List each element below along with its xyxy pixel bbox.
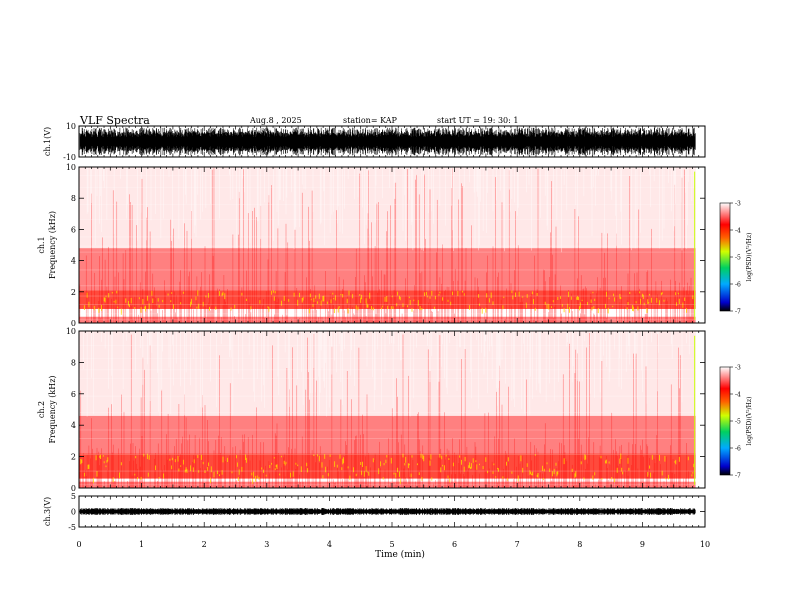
ch2-spectrogram-panel: 0 2 4 6 8 10 ch.2 Frequency (kHz) (37, 327, 706, 493)
ch3-waveform-ytick--5: -5 (68, 523, 76, 532)
ch2-colorbar: -3 -4 -5 -6 -7 log(PSD)(V²/Hz) (719, 365, 753, 480)
ch2-spectrogram-cbtick--6: -6 (735, 446, 741, 453)
ch2-spectrogram-ytick-8: 8 (71, 358, 76, 367)
x-tick-10: 10 (700, 540, 710, 549)
ch1-spectrogram-cbtick--7: -7 (735, 309, 741, 316)
ch1-waveform-ylabel: ch.1(V) (43, 127, 52, 156)
ch1-spectrogram-cbtick--6: -6 (735, 282, 741, 289)
x-tick-8: 8 (577, 540, 582, 549)
ch2-spectrogram-ytick-10: 10 (66, 327, 76, 336)
ch2-spectrogram-band-3 (79, 331, 696, 416)
ch2-spectrogram-ytick-2: 2 (71, 453, 76, 462)
x-tick-2: 2 (202, 540, 207, 549)
chart-station: station= KAP (343, 116, 398, 125)
ch1-spectrogram-ytick-6: 6 (71, 225, 76, 234)
x-axis-label: Time (min) (375, 549, 425, 560)
ch1-spectrogram-ytick-2: 2 (71, 288, 76, 297)
ch3-waveform-ytick-0: 0 (71, 508, 76, 517)
ch1-spectrogram-cbtick--4: -4 (735, 228, 741, 235)
ch2-spectrogram-cbtick--7: -7 (735, 473, 741, 480)
ch2-spectrogram-ytick-0: 0 (71, 484, 76, 493)
ch2-spectrogram-ytick-6: 6 (71, 390, 76, 399)
x-tick-7: 7 (515, 540, 520, 549)
ch1-waveform-ytick--10: -10 (63, 153, 76, 162)
ch2-spectrogram-ytick-4: 4 (71, 421, 76, 430)
ch3-waveform-ytick-5: 5 (71, 492, 76, 501)
ch1-spectrogram-ylabel-channel: ch.1 (37, 236, 46, 253)
ch1-spectrogram-band-2 (79, 248, 696, 291)
ch2-spectrogram-streaks (79, 333, 694, 488)
ch2-spectrogram-colorbar-scale (719, 366, 731, 476)
chart-start-time: start UT = 19: 30: 1 (437, 116, 518, 125)
x-tick-1: 1 (139, 540, 144, 549)
ch1-waveform-trace (79, 127, 696, 156)
time-axis: 0 1 2 3 4 5 6 7 8 9 10 (76, 540, 710, 549)
ch2-spectrogram-cbtick--5: -5 (735, 419, 741, 426)
ch1-spectrogram-ylabel-frequency: Frequency (kHz) (48, 211, 57, 279)
ch1-spectrogram-cbtick--5: -5 (735, 255, 741, 262)
x-tick-0: 0 (76, 540, 81, 549)
ch1-spectrogram-ytick-4: 4 (71, 257, 76, 266)
ch1-spectrogram-colorbar-scale (719, 202, 731, 312)
ch1-spectrogram-cbtick--3: -3 (735, 201, 741, 208)
ch1-spectrogram-ytick-0: 0 (71, 319, 76, 328)
ch1-waveform-panel: 10 -10 ch.1(V) (43, 122, 706, 162)
ch3-waveform-trace (79, 508, 696, 515)
ch2-spectrogram-light-streaks (83, 331, 695, 417)
ch2-spectrogram-ylabel-channel: ch.2 (37, 401, 46, 418)
x-tick-4: 4 (327, 540, 332, 549)
chart-date: Aug.8 , 2025 (249, 116, 302, 125)
x-tick-5: 5 (389, 540, 394, 549)
ch1-spectrogram-streaks (79, 167, 694, 323)
ch2-spectrogram-band-2 (79, 415, 696, 454)
ch2-spectrogram-ylabel-frequency: Frequency (kHz) (48, 375, 57, 443)
ch1-spectrogram-panel: 0 2 4 6 8 10 ch.1 Frequency (kHz) (37, 163, 706, 328)
ch2-spectrogram-colorbar-label: log(PSD)(V²/Hz) (746, 397, 753, 446)
ch1-spectrogram-ytick-8: 8 (71, 194, 76, 203)
ch1-spectrogram-colorbar-label: log(PSD)(V²/Hz) (746, 233, 753, 282)
ch1-waveform-ytick-10: 10 (66, 122, 76, 131)
ch1-spectrogram-band-3 (79, 167, 696, 249)
chart-title: VLF Spectra (79, 114, 150, 127)
ch3-waveform-ylabel: ch.3(V) (43, 497, 52, 526)
x-tick-3: 3 (264, 540, 269, 549)
x-tick-6: 6 (452, 540, 457, 549)
ch2-spectrogram-cbtick--4: -4 (735, 392, 741, 399)
ch1-spectrogram-ytick-10: 10 (66, 163, 76, 172)
ch3-waveform-panel: 5 0 -5 ch.3(V) (43, 492, 706, 532)
ch1-colorbar: -3 -4 -5 -6 -7 log(PSD)(V²/Hz) (719, 201, 753, 316)
x-tick-9: 9 (640, 540, 645, 549)
ch2-spectrogram-cbtick--3: -3 (735, 365, 741, 372)
